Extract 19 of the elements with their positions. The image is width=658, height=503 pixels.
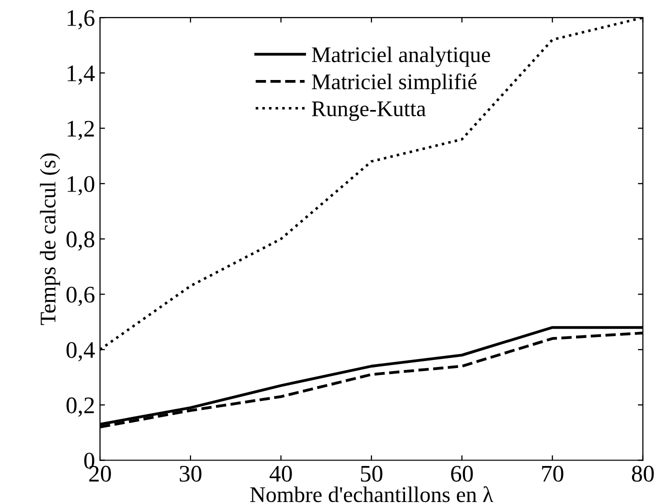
legend-label: Matriciel simplifié <box>312 73 477 94</box>
x-tick-label: 70 <box>542 466 564 482</box>
y-tick-label: 1,4 <box>68 66 95 85</box>
x-tick-label: 80 <box>632 466 654 482</box>
y-tick-label: 1,0 <box>68 176 94 196</box>
x-tick-label: 60 <box>451 466 473 482</box>
x-tick-label: 30 <box>180 466 202 482</box>
y-axis-title: Temps de calcul (s) <box>40 153 60 326</box>
y-tick-label: 1,6 <box>68 10 94 30</box>
y-tick-label: 1,2 <box>68 120 94 140</box>
legend-label: Runge-Kutta <box>312 102 426 121</box>
x-axis-title: Nombre d'echantillons en λ <box>250 486 494 502</box>
y-tick-label: 0,4 <box>66 342 95 362</box>
x-tick-label: 40 <box>270 466 292 482</box>
legend-label: Matriciel analytique <box>312 46 490 67</box>
y-tick-label: 0,8 <box>66 231 94 251</box>
y-tick-label: 0,6 <box>66 286 94 306</box>
x-tick-label: 50 <box>361 466 382 482</box>
y-tick-label: 0,2 <box>66 397 94 417</box>
